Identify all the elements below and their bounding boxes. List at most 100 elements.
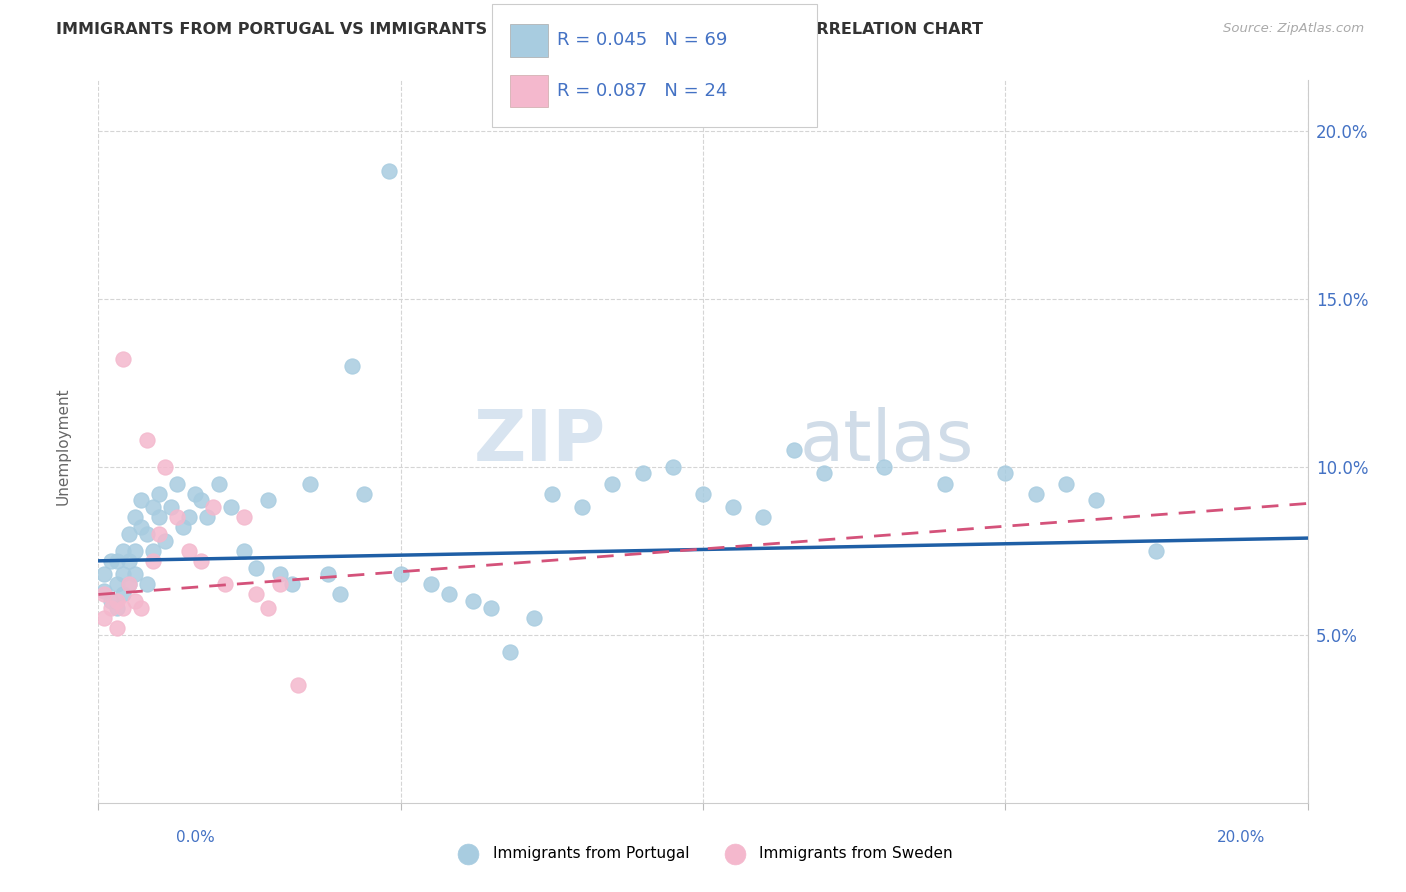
Text: 20.0%: 20.0% bbox=[1218, 830, 1265, 845]
Point bbox=[153, 533, 176, 548]
Point bbox=[124, 567, 146, 582]
Point bbox=[752, 510, 775, 524]
Point bbox=[232, 510, 254, 524]
Point bbox=[316, 567, 339, 582]
Point bbox=[111, 543, 134, 558]
Point bbox=[124, 594, 146, 608]
Point bbox=[118, 527, 141, 541]
Point bbox=[100, 554, 122, 568]
Point bbox=[142, 543, 165, 558]
Point bbox=[377, 164, 399, 178]
Point bbox=[93, 611, 115, 625]
Point bbox=[631, 467, 654, 481]
Point bbox=[437, 587, 460, 601]
Point bbox=[184, 486, 207, 500]
Point bbox=[93, 587, 115, 601]
Point bbox=[100, 600, 122, 615]
Point bbox=[111, 587, 134, 601]
Point bbox=[135, 433, 157, 447]
Point bbox=[994, 467, 1017, 481]
Point bbox=[221, 500, 243, 514]
Point bbox=[1024, 486, 1046, 500]
Point bbox=[148, 510, 170, 524]
Point bbox=[111, 600, 134, 615]
Point bbox=[160, 500, 183, 514]
Point bbox=[142, 500, 165, 514]
Point bbox=[813, 467, 835, 481]
Point bbox=[1054, 476, 1077, 491]
Text: IMMIGRANTS FROM PORTUGAL VS IMMIGRANTS FROM SWEDEN UNEMPLOYMENT CORRELATION CHAR: IMMIGRANTS FROM PORTUGAL VS IMMIGRANTS F… bbox=[56, 22, 983, 37]
Point bbox=[523, 611, 546, 625]
Point bbox=[463, 594, 485, 608]
Point bbox=[166, 510, 188, 524]
Point bbox=[124, 543, 146, 558]
Point bbox=[269, 567, 291, 582]
Point bbox=[93, 567, 115, 582]
Point bbox=[190, 554, 212, 568]
Point bbox=[100, 594, 122, 608]
Point bbox=[602, 476, 624, 491]
Point bbox=[148, 486, 170, 500]
Point bbox=[214, 577, 236, 591]
Point bbox=[281, 577, 304, 591]
Point bbox=[93, 584, 115, 599]
Point bbox=[208, 476, 231, 491]
Point bbox=[232, 543, 254, 558]
Point bbox=[135, 577, 157, 591]
Text: Unemployment: Unemployment bbox=[56, 387, 70, 505]
Text: atlas: atlas bbox=[800, 407, 974, 476]
Point bbox=[111, 352, 134, 367]
Point bbox=[498, 644, 520, 658]
Point bbox=[481, 600, 503, 615]
Text: R = 0.087   N = 24: R = 0.087 N = 24 bbox=[557, 82, 727, 100]
Point bbox=[661, 459, 683, 474]
Point bbox=[129, 520, 152, 534]
Point bbox=[299, 476, 322, 491]
Point bbox=[190, 493, 212, 508]
Point bbox=[202, 500, 225, 514]
Point bbox=[111, 567, 134, 582]
Point bbox=[129, 600, 152, 615]
Point bbox=[1085, 493, 1108, 508]
Point bbox=[783, 442, 806, 457]
Point bbox=[873, 459, 896, 474]
Legend: Immigrants from Portugal, Immigrants from Sweden: Immigrants from Portugal, Immigrants fro… bbox=[447, 840, 959, 867]
Point bbox=[540, 486, 562, 500]
Point bbox=[166, 476, 188, 491]
Point bbox=[179, 510, 201, 524]
Point bbox=[153, 459, 176, 474]
Point bbox=[934, 476, 956, 491]
Point bbox=[245, 587, 267, 601]
Point bbox=[389, 567, 412, 582]
Point bbox=[420, 577, 443, 591]
Point bbox=[571, 500, 593, 514]
Point bbox=[179, 543, 201, 558]
Point bbox=[118, 577, 141, 591]
Point bbox=[256, 493, 278, 508]
Point bbox=[329, 587, 352, 601]
Point bbox=[129, 493, 152, 508]
Point bbox=[105, 594, 128, 608]
Point bbox=[353, 486, 375, 500]
Point bbox=[342, 359, 364, 373]
Point bbox=[105, 621, 128, 635]
Point bbox=[135, 527, 157, 541]
Text: Source: ZipAtlas.com: Source: ZipAtlas.com bbox=[1223, 22, 1364, 36]
Text: R = 0.045   N = 69: R = 0.045 N = 69 bbox=[557, 31, 727, 49]
Point bbox=[287, 678, 309, 692]
Point bbox=[1144, 543, 1167, 558]
Point bbox=[195, 510, 218, 524]
Point bbox=[148, 527, 170, 541]
Point bbox=[105, 600, 128, 615]
Point bbox=[124, 510, 146, 524]
Point bbox=[245, 560, 267, 574]
Point bbox=[118, 554, 141, 568]
Point bbox=[105, 577, 128, 591]
Point bbox=[692, 486, 714, 500]
Point bbox=[142, 554, 165, 568]
Text: 0.0%: 0.0% bbox=[176, 830, 215, 845]
Point bbox=[723, 500, 745, 514]
Point bbox=[105, 554, 128, 568]
Point bbox=[118, 577, 141, 591]
Text: ZIP: ZIP bbox=[474, 407, 606, 476]
